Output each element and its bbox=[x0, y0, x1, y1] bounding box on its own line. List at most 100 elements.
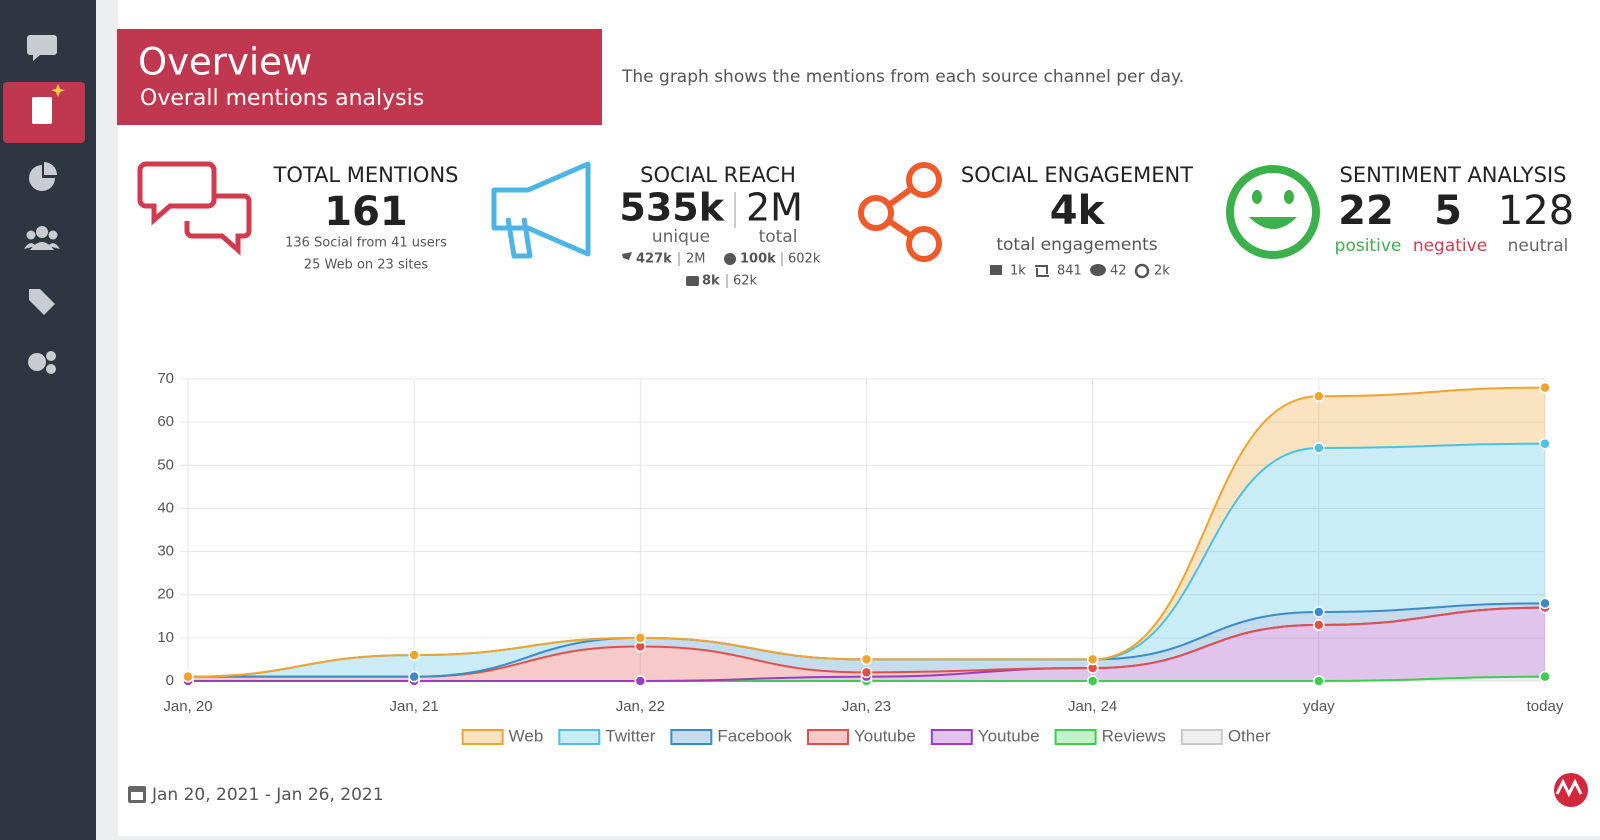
negative-label: negative bbox=[1413, 236, 1487, 256]
point bbox=[1313, 442, 1325, 454]
neutral-label: neutral bbox=[1508, 236, 1569, 256]
point bbox=[1539, 597, 1551, 610]
y-tick-label: 0 bbox=[166, 672, 174, 689]
positive-label: positive bbox=[1335, 236, 1402, 256]
date-range: Jan 20, 2021 - Jan 26, 2021 bbox=[151, 785, 384, 805]
point bbox=[182, 670, 194, 683]
x-tick-label: Jan, 24 bbox=[1068, 698, 1117, 715]
engagement-likes: 1k bbox=[1010, 264, 1026, 279]
page-subtitle: Overall mentions analysis bbox=[140, 86, 424, 111]
share-icon bbox=[858, 162, 942, 262]
reach-youtube-total: 62k bbox=[733, 274, 758, 289]
y-tick-label: 40 bbox=[157, 499, 174, 516]
kpi-title: TOTAL MENTIONS bbox=[273, 163, 459, 187]
share-small-icon bbox=[1035, 265, 1049, 277]
kpi-detail: 136 Social from 41 users bbox=[285, 236, 447, 251]
engagement-comments: 42 bbox=[1110, 264, 1127, 279]
point bbox=[1539, 670, 1551, 683]
x-tick-label: yday bbox=[1303, 698, 1335, 715]
y-tick-label: 60 bbox=[157, 413, 174, 430]
area bbox=[188, 603, 1545, 677]
legend-swatch bbox=[670, 729, 713, 745]
view-icon bbox=[1134, 263, 1150, 279]
brand-logo bbox=[1554, 773, 1588, 807]
legend-label: Web bbox=[509, 726, 544, 745]
y-tick-label: 70 bbox=[157, 370, 174, 387]
kpi-value: 4k bbox=[1050, 188, 1106, 234]
legend-label: Other bbox=[1228, 726, 1271, 745]
engagement-views: 2k bbox=[1154, 264, 1170, 279]
reach-twitter-total: 2M bbox=[686, 252, 706, 267]
point bbox=[1086, 675, 1099, 687]
area bbox=[188, 607, 1545, 681]
reach-twitter: 427k bbox=[636, 252, 672, 267]
point bbox=[860, 653, 873, 666]
point bbox=[634, 675, 647, 687]
sentiment-positive: 22 bbox=[1338, 188, 1394, 234]
point bbox=[1313, 675, 1325, 687]
x-tick-label: Jan, 20 bbox=[163, 698, 212, 715]
point bbox=[634, 632, 647, 644]
twitter-icon bbox=[622, 252, 632, 260]
comment-icon bbox=[1090, 264, 1106, 276]
tags-icon[interactable] bbox=[27, 289, 55, 315]
area bbox=[188, 607, 1545, 681]
chat-icon[interactable] bbox=[27, 35, 57, 61]
pie-icon[interactable] bbox=[29, 162, 57, 191]
reach-total: 2M bbox=[746, 186, 803, 230]
sentiment-negative: 5 bbox=[1434, 188, 1462, 234]
legend-swatch bbox=[930, 729, 973, 745]
legend-label: Youtube bbox=[854, 726, 916, 745]
description: The graph shows the mentions from each s… bbox=[621, 67, 1184, 87]
legend-label: Youtube bbox=[978, 726, 1040, 745]
overview-banner bbox=[117, 29, 602, 125]
y-tick-label: 30 bbox=[157, 543, 174, 560]
report-icon[interactable] bbox=[32, 97, 52, 124]
users-icon[interactable] bbox=[24, 226, 60, 250]
kpi-value: 161 bbox=[324, 189, 408, 235]
reach-facebook: 100k bbox=[740, 252, 776, 267]
sparkle bbox=[51, 84, 65, 97]
facebook-icon bbox=[724, 253, 736, 265]
point bbox=[408, 649, 420, 661]
legend-swatch bbox=[1180, 729, 1223, 745]
settings-icon[interactable] bbox=[28, 351, 56, 374]
point bbox=[408, 670, 420, 683]
kpi-detail: 25 Web on 23 sites bbox=[304, 258, 429, 273]
legend: Web Twitter Facebook Youtube Youtube Reviews O… bbox=[461, 726, 1271, 745]
point bbox=[1313, 606, 1325, 618]
point bbox=[860, 666, 873, 679]
point bbox=[1539, 381, 1551, 394]
engagement-shares: 841 bbox=[1057, 264, 1082, 279]
like-icon bbox=[990, 265, 1002, 275]
point bbox=[1313, 390, 1325, 403]
y-tick-label: 20 bbox=[157, 586, 174, 603]
x-tick-label: Jan, 23 bbox=[842, 698, 891, 715]
area bbox=[188, 387, 1545, 677]
legend-label: Reviews bbox=[1102, 726, 1166, 745]
legend-swatch bbox=[1054, 729, 1097, 745]
smiley-icon bbox=[1226, 165, 1320, 259]
reach-unique: 535k bbox=[619, 186, 724, 230]
point bbox=[1313, 619, 1325, 631]
reach-youtube: 8k bbox=[702, 274, 720, 289]
legend-label: Facebook bbox=[717, 726, 792, 745]
kpi-title: SOCIAL ENGAGEMENT bbox=[961, 163, 1193, 187]
sidebar-icons bbox=[3, 35, 85, 374]
content-panel bbox=[118, 0, 1600, 836]
chart: 0 10 20 30 40 50 60 70 Jan, 20 Jan, 21 Jan, 22 Jan,… bbox=[157, 370, 1564, 746]
area bbox=[188, 443, 1545, 677]
kpi-title: SOCIAL REACH bbox=[640, 163, 796, 187]
calendar-icon bbox=[128, 786, 146, 803]
kpi-title: SENTIMENT ANALYSIS bbox=[1340, 163, 1567, 187]
mentions-icon bbox=[137, 161, 252, 256]
x-tick-label: Jan, 22 bbox=[616, 698, 665, 715]
x-tick-label: today bbox=[1527, 698, 1564, 715]
reach-unique-label: unique bbox=[652, 227, 710, 247]
reach-total-label: total bbox=[759, 227, 798, 247]
point bbox=[1086, 653, 1099, 666]
youtube-icon bbox=[686, 276, 699, 286]
legend-label: Twitter bbox=[605, 726, 655, 745]
